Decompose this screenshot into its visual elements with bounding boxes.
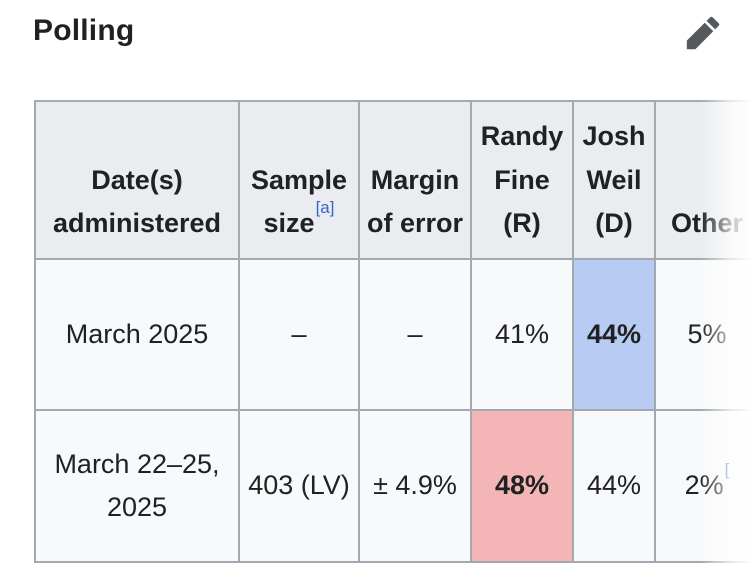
cell-josh-weil-leader: 44% (572, 258, 656, 411)
cell-date: March 2025 (34, 258, 240, 411)
table-header-row: Date(s) administered Sample size[a] Marg… (34, 100, 750, 260)
footnote-link-fragment[interactable]: [ (724, 460, 730, 480)
col-header-dates-administered: Date(s) administered (34, 100, 240, 260)
edit-button[interactable] (684, 14, 722, 52)
col-header-josh-weil: Josh Weil (D) (572, 100, 656, 260)
cell-margin-of-error: – (358, 258, 472, 411)
cell-margin-of-error: ± 4.9% (358, 409, 472, 563)
col-header-margin-of-error: Margin of error (358, 100, 472, 260)
cell-date: March 22–25, 2025 (34, 409, 240, 563)
col-header-sample-size-label: Sample size (250, 164, 348, 238)
cell-other: 2%[ (654, 409, 750, 563)
cell-randy-fine-leader: 48% (470, 409, 574, 563)
page: Polling Date(s) administered Sample size… (0, 0, 750, 563)
edit-pencil-icon (686, 16, 720, 50)
cell-sample-size: 403 (LV) (238, 409, 360, 563)
cell-josh-weil: 44% (572, 409, 656, 563)
col-header-sample-size: Sample size[a] (238, 100, 360, 260)
section-header: Polling (0, 0, 750, 50)
section-title: Polling (33, 14, 135, 47)
col-header-other: Other (654, 100, 750, 260)
footnote-link-a[interactable]: [a] (315, 197, 335, 217)
polling-table: Date(s) administered Sample size[a] Marg… (34, 100, 750, 563)
col-header-randy-fine: Randy Fine (R) (470, 100, 574, 260)
cell-other: 5% (654, 258, 750, 411)
table-row: March 22–25, 2025 403 (LV) ± 4.9% 48% 44… (34, 409, 750, 563)
cell-randy-fine: 41% (470, 258, 574, 411)
table-row: March 2025 – – 41% 44% 5% (34, 258, 750, 411)
table-scroll-container[interactable]: Date(s) administered Sample size[a] Marg… (0, 100, 750, 563)
cell-other-value: 2% (684, 470, 724, 501)
cell-sample-size: – (238, 258, 360, 411)
